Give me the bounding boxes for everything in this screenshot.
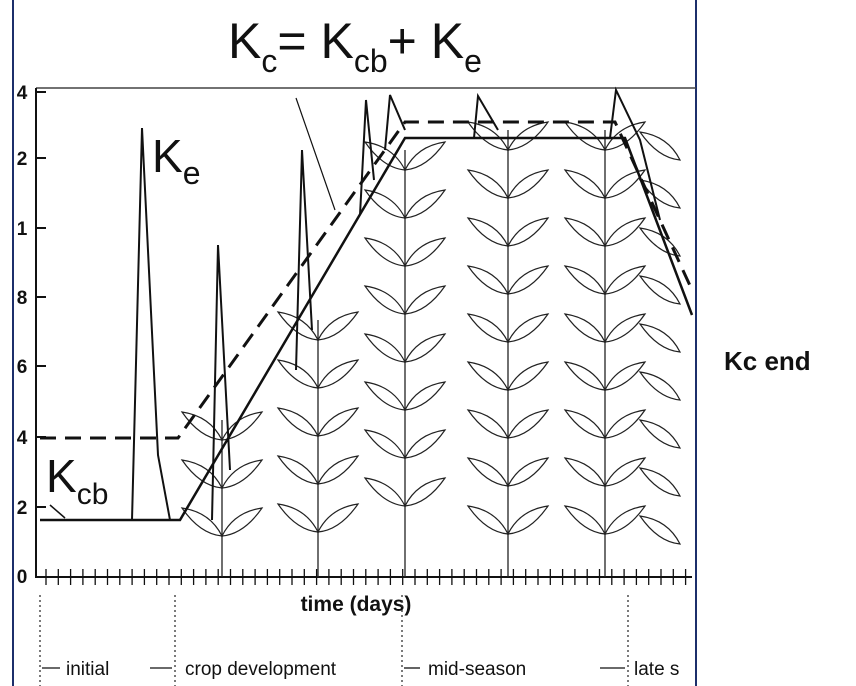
y-tick-label: 4 bbox=[17, 83, 28, 104]
y-tick-label: 4 bbox=[17, 428, 28, 449]
y-tick-label: 6 bbox=[17, 357, 28, 378]
kcb-main: K bbox=[46, 450, 77, 502]
side-label: Kc end bbox=[724, 346, 811, 376]
ke-sub: e bbox=[183, 155, 201, 191]
x-axis-label: time (days) bbox=[301, 593, 412, 616]
stage-label: initial bbox=[66, 659, 109, 680]
y-tick-label: 2 bbox=[17, 498, 28, 519]
kcb-sub: cb bbox=[77, 478, 109, 511]
y-tick-label: 0 bbox=[17, 567, 28, 588]
y-tick-label: 2 bbox=[17, 149, 28, 170]
y-tick-label: 8 bbox=[17, 288, 28, 309]
formula-sub: c bbox=[261, 43, 277, 79]
formula-part: K bbox=[228, 13, 261, 69]
y-tick-label: 1 bbox=[17, 219, 28, 240]
formula-part: + K bbox=[388, 13, 464, 69]
stage-label: crop development bbox=[185, 659, 337, 680]
ke-main: K bbox=[152, 130, 183, 182]
stage-label: late s bbox=[634, 659, 679, 680]
formula-part: = K bbox=[277, 13, 353, 69]
page: 4 2 1 8 6 4 2 0 Kc= Kcb+ Ke Ke Kcb time bbox=[0, 0, 856, 686]
stage-label: mid-season bbox=[428, 659, 526, 680]
formula-sub: cb bbox=[354, 43, 388, 79]
formula-sub: e bbox=[464, 43, 482, 79]
